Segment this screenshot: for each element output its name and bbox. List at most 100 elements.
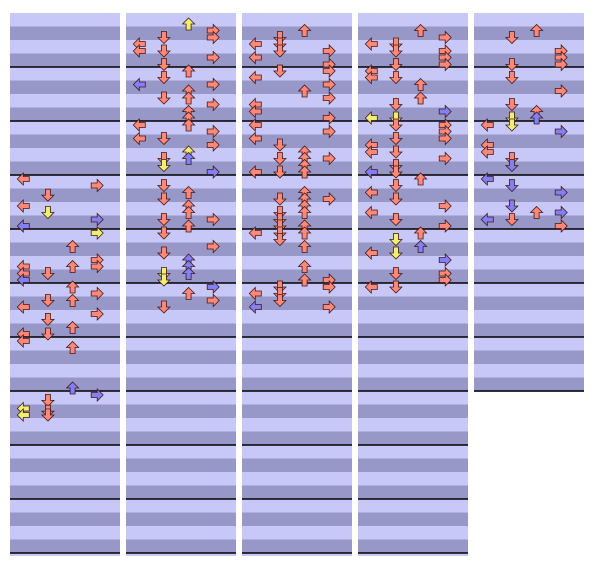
- stripe: [242, 188, 352, 202]
- stripe: [126, 404, 236, 418]
- stripe: [358, 256, 468, 270]
- right-arrow-icon: [206, 77, 220, 92]
- stripe: [10, 310, 120, 324]
- stripe: [358, 472, 468, 486]
- down-arrow-icon: [388, 111, 403, 125]
- up-arrow-icon: [181, 118, 196, 132]
- stripe: [242, 404, 352, 418]
- stripe: [474, 175, 584, 189]
- down-arrow-icon: [272, 165, 287, 179]
- stripe: [126, 350, 236, 364]
- stripe: [358, 242, 468, 256]
- stripe: [474, 67, 584, 81]
- left-arrow-icon: [16, 334, 30, 348]
- left-arrow-icon: [364, 111, 378, 125]
- stripe: [358, 553, 468, 556]
- stripe: [10, 472, 120, 486]
- stripe: [126, 242, 236, 256]
- stripe: [10, 350, 120, 364]
- down-arrow-icon: [156, 31, 171, 45]
- up-arrow-icon: [181, 64, 196, 78]
- down-arrow-icon: [504, 179, 519, 193]
- down-arrow-icon: [504, 159, 519, 173]
- down-arrow-icon: [156, 246, 171, 260]
- right-arrow-icon: [322, 64, 336, 78]
- down-arrow-icon: [272, 138, 287, 152]
- up-arrow-icon: [297, 84, 312, 98]
- stripe: [242, 80, 352, 94]
- stripe: [358, 499, 468, 513]
- stripe: [358, 350, 468, 364]
- left-arrow-icon: [480, 118, 494, 132]
- up-arrow-icon: [297, 23, 312, 37]
- right-arrow-icon: [438, 151, 452, 166]
- left-arrow-icon: [480, 145, 494, 159]
- stripe: [126, 445, 236, 459]
- left-arrow-icon: [132, 77, 146, 92]
- stripe: [126, 526, 236, 540]
- stripe: [242, 485, 352, 499]
- up-arrow-icon: [65, 239, 80, 253]
- stripe: [10, 431, 120, 445]
- down-arrow-icon: [40, 206, 55, 220]
- stripe: [10, 94, 120, 108]
- left-arrow-icon: [248, 226, 262, 240]
- right-arrow-icon: [322, 77, 336, 92]
- stripe: [126, 188, 236, 202]
- down-arrow-icon: [272, 280, 287, 294]
- notes-column-1: [16, 172, 104, 422]
- stripe: [474, 80, 584, 94]
- right-arrow-icon: [438, 219, 452, 233]
- up-arrow-icon: [413, 91, 428, 105]
- down-arrow-icon: [156, 132, 171, 146]
- stripe: [10, 134, 120, 148]
- stripe: [358, 229, 468, 243]
- right-arrow-icon: [206, 239, 220, 254]
- stripe: [474, 242, 584, 256]
- stripe: [10, 539, 120, 553]
- right-arrow-icon: [322, 91, 336, 105]
- stripe: [242, 229, 352, 243]
- up-arrow-icon: [65, 320, 80, 334]
- stripe: [358, 391, 468, 405]
- right-arrow-icon: [554, 84, 568, 98]
- down-arrow-icon: [504, 111, 519, 125]
- stripe: [126, 229, 236, 243]
- down-arrow-icon: [504, 58, 519, 72]
- down-arrow-icon: [504, 199, 519, 213]
- stripe: [10, 296, 120, 310]
- stripe: [242, 323, 352, 337]
- stripe: [242, 161, 352, 175]
- stripe: [126, 323, 236, 337]
- stripe: [10, 188, 120, 202]
- up-arrow-icon: [413, 23, 428, 37]
- stripe: [126, 269, 236, 283]
- up-arrow-icon: [529, 111, 544, 125]
- left-arrow-icon: [364, 205, 378, 220]
- right-arrow-icon: [206, 50, 220, 65]
- right-arrow-icon: [90, 226, 104, 240]
- down-arrow-icon: [156, 192, 171, 206]
- up-arrow-icon: [181, 151, 196, 165]
- stripe: [126, 337, 236, 351]
- stripe: [10, 499, 120, 513]
- stripe: [474, 202, 584, 216]
- down-arrow-icon: [40, 327, 55, 341]
- up-arrow-icon: [65, 340, 80, 354]
- stripe: [474, 229, 584, 243]
- down-arrow-icon: [504, 71, 519, 85]
- stripe: [358, 53, 468, 67]
- stripe: [10, 67, 120, 81]
- stripe: [126, 94, 236, 108]
- down-arrow-icon: [388, 159, 403, 173]
- right-arrow-icon: [554, 124, 568, 139]
- stripe: [242, 526, 352, 540]
- left-arrow-icon: [480, 172, 494, 186]
- up-arrow-icon: [65, 381, 80, 395]
- stripe: [474, 269, 584, 283]
- stripe: [126, 539, 236, 553]
- up-arrow-icon: [413, 77, 428, 91]
- left-arrow-icon: [248, 131, 262, 146]
- right-arrow-icon: [322, 192, 336, 206]
